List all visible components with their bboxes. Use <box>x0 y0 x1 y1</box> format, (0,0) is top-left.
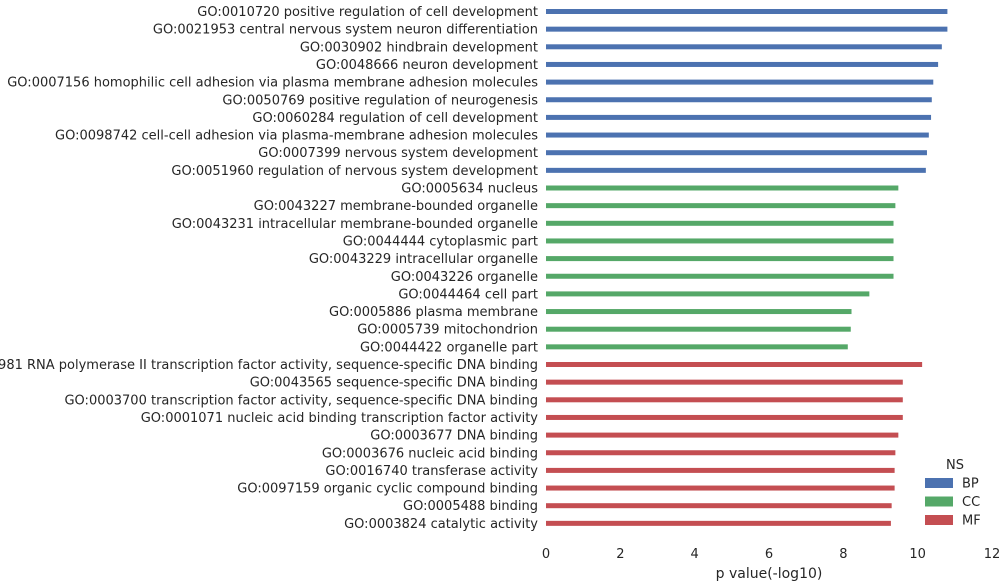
bar-bp <box>546 132 929 138</box>
category-label: GO:0043229 intracellular organelle <box>309 252 538 267</box>
bar-mf <box>546 414 903 420</box>
category-label: GO:0030902 hindbrain development <box>300 40 538 55</box>
category-label: GO:0043226 organelle <box>391 270 538 285</box>
bar-cc <box>546 203 896 209</box>
x-axis: 0 2 4 6 8 10 12 <box>542 547 1000 562</box>
category-label: GO:0043227 membrane-bounded organelle <box>254 199 538 214</box>
bar-mf <box>546 503 892 509</box>
bar-bp <box>546 9 948 14</box>
category-label: GO:0044464 cell part <box>398 287 538 302</box>
bar-mf <box>546 379 903 385</box>
category-label: GO:0005488 binding <box>403 499 538 514</box>
bar-mf <box>546 485 895 491</box>
legend-label-mf: MF <box>962 514 981 529</box>
bar-bp <box>546 167 926 173</box>
bar-cc <box>546 291 870 297</box>
legend: NS BP CC MF <box>925 458 981 529</box>
bar-mf <box>546 450 896 456</box>
bar-bp <box>546 61 939 67</box>
category-labels: GO:0010720 positive regulation of cell d… <box>0 5 538 532</box>
category-label: GO:0010720 positive regulation of cell d… <box>197 5 538 20</box>
category-label: GO:0001071 nucleic acid binding transcri… <box>141 411 539 426</box>
bar-mf <box>546 520 891 526</box>
category-label: GO:0003700 transcription factor activity… <box>64 393 538 408</box>
bar-cc <box>546 238 894 244</box>
category-label: GO:0016740 transferase activity <box>325 464 538 479</box>
category-label: GO:0005739 mitochondrion <box>357 323 538 338</box>
legend-swatch-cc <box>925 496 953 507</box>
legend-label-cc: CC <box>962 495 980 510</box>
legend-swatch-mf <box>925 515 953 525</box>
x-tick-label: 6 <box>765 547 773 562</box>
x-axis-title: p value(-log10) <box>716 566 823 582</box>
category-label: GO:0005886 plasma membrane <box>329 305 538 320</box>
category-label: GO:0007399 nervous system development <box>258 146 538 161</box>
bar-mf <box>546 397 903 403</box>
category-label: GO:0043565 sequence-specific DNA binding <box>250 376 538 391</box>
category-label: GO:0060284 regulation of cell developmen… <box>252 111 538 126</box>
x-tick-label: 10 <box>909 547 926 562</box>
category-label: GO:0003824 catalytic activity <box>344 517 538 532</box>
bar-cc <box>546 185 899 191</box>
x-tick-label: 12 <box>984 547 1001 562</box>
category-label: GO:0050769 positive regulation of neurog… <box>222 93 538 108</box>
category-label: GO:0044422 organelle part <box>360 340 538 355</box>
bar-bp <box>546 44 942 50</box>
category-label: GO:0043231 intracellular membrane-bounde… <box>172 217 538 232</box>
x-tick-label: 8 <box>839 547 847 562</box>
bar-mf <box>546 432 899 438</box>
bar-mf <box>546 467 895 473</box>
bars-layer <box>546 9 948 526</box>
x-tick-label: 0 <box>542 547 550 562</box>
category-label: GO:0003676 nucleic acid binding <box>322 446 538 461</box>
bar-bp <box>546 26 948 32</box>
bar-cc <box>546 220 894 226</box>
bar-bp <box>546 97 932 103</box>
category-label: GO:0000981 RNA polymerase II transcripti… <box>0 358 538 373</box>
legend-label-bp: BP <box>962 477 979 492</box>
category-label: GO:0098742 cell-cell adhesion via plasma… <box>55 129 538 144</box>
category-label: GO:0021953 central nervous system neuron… <box>153 23 538 38</box>
bar-cc <box>546 273 894 279</box>
category-label: GO:0048666 neuron development <box>316 58 538 73</box>
legend-swatch-bp <box>925 478 953 488</box>
category-label: GO:0044444 cytoplasmic part <box>343 234 538 249</box>
bar-bp <box>546 79 934 85</box>
bar-cc <box>546 309 852 315</box>
bar-cc <box>546 326 851 332</box>
x-tick-label: 4 <box>691 547 699 562</box>
x-tick-label: 2 <box>616 547 624 562</box>
category-label: GO:0005634 nucleus <box>401 182 538 197</box>
legend-title: NS <box>946 458 964 473</box>
bar-mf <box>546 362 923 367</box>
bar-cc <box>546 256 894 262</box>
bar-bp <box>546 114 932 120</box>
bar-cc <box>546 344 848 350</box>
category-label: GO:0051960 regulation of nervous system … <box>171 164 538 179</box>
category-label: GO:0007156 homophilic cell adhesion via … <box>7 76 538 91</box>
bar-bp <box>546 150 927 156</box>
category-label: GO:0003677 DNA binding <box>370 429 538 444</box>
category-label: GO:0097159 organic cyclic compound bindi… <box>237 482 538 497</box>
